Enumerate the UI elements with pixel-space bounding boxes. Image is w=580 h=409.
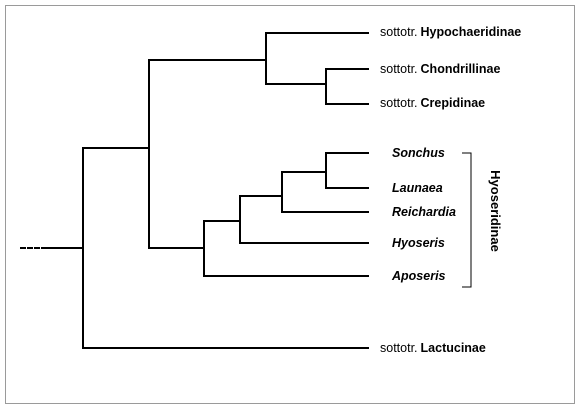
rank-label: sottotr. <box>380 25 418 39</box>
label-reichardia: Reichardia <box>392 205 456 219</box>
label-aposeris: Aposeris <box>392 269 446 283</box>
label-launaea: Launaea <box>392 181 443 195</box>
label-sonchus: Sonchus <box>392 146 445 160</box>
label-hyoseris: Hyoseris <box>392 236 445 250</box>
label-lactucinae: sottotr. Lactucinae <box>380 342 486 355</box>
label-crepidinae: sottotr. Crepidinae <box>380 97 485 110</box>
rank-label: sottotr. <box>380 96 418 110</box>
rank-label: sottotr. <box>380 341 418 355</box>
hyoseridinae-bracket <box>462 152 472 288</box>
taxon-name: Crepidinae <box>420 96 486 110</box>
group-label-hyoseridinae: Hyoseridinae <box>488 170 503 252</box>
figure-border <box>5 5 575 404</box>
rank-label: sottotr. <box>380 62 418 76</box>
taxon-name: Lactucinae <box>420 341 486 355</box>
label-hypochaeridinae: sottotr. Hypochaeridinae <box>380 26 521 39</box>
taxon-name: Hypochaeridinae <box>420 25 522 39</box>
label-chondrillinae: sottotr. Chondrillinae <box>380 63 500 76</box>
taxon-name: Chondrillinae <box>420 62 501 76</box>
